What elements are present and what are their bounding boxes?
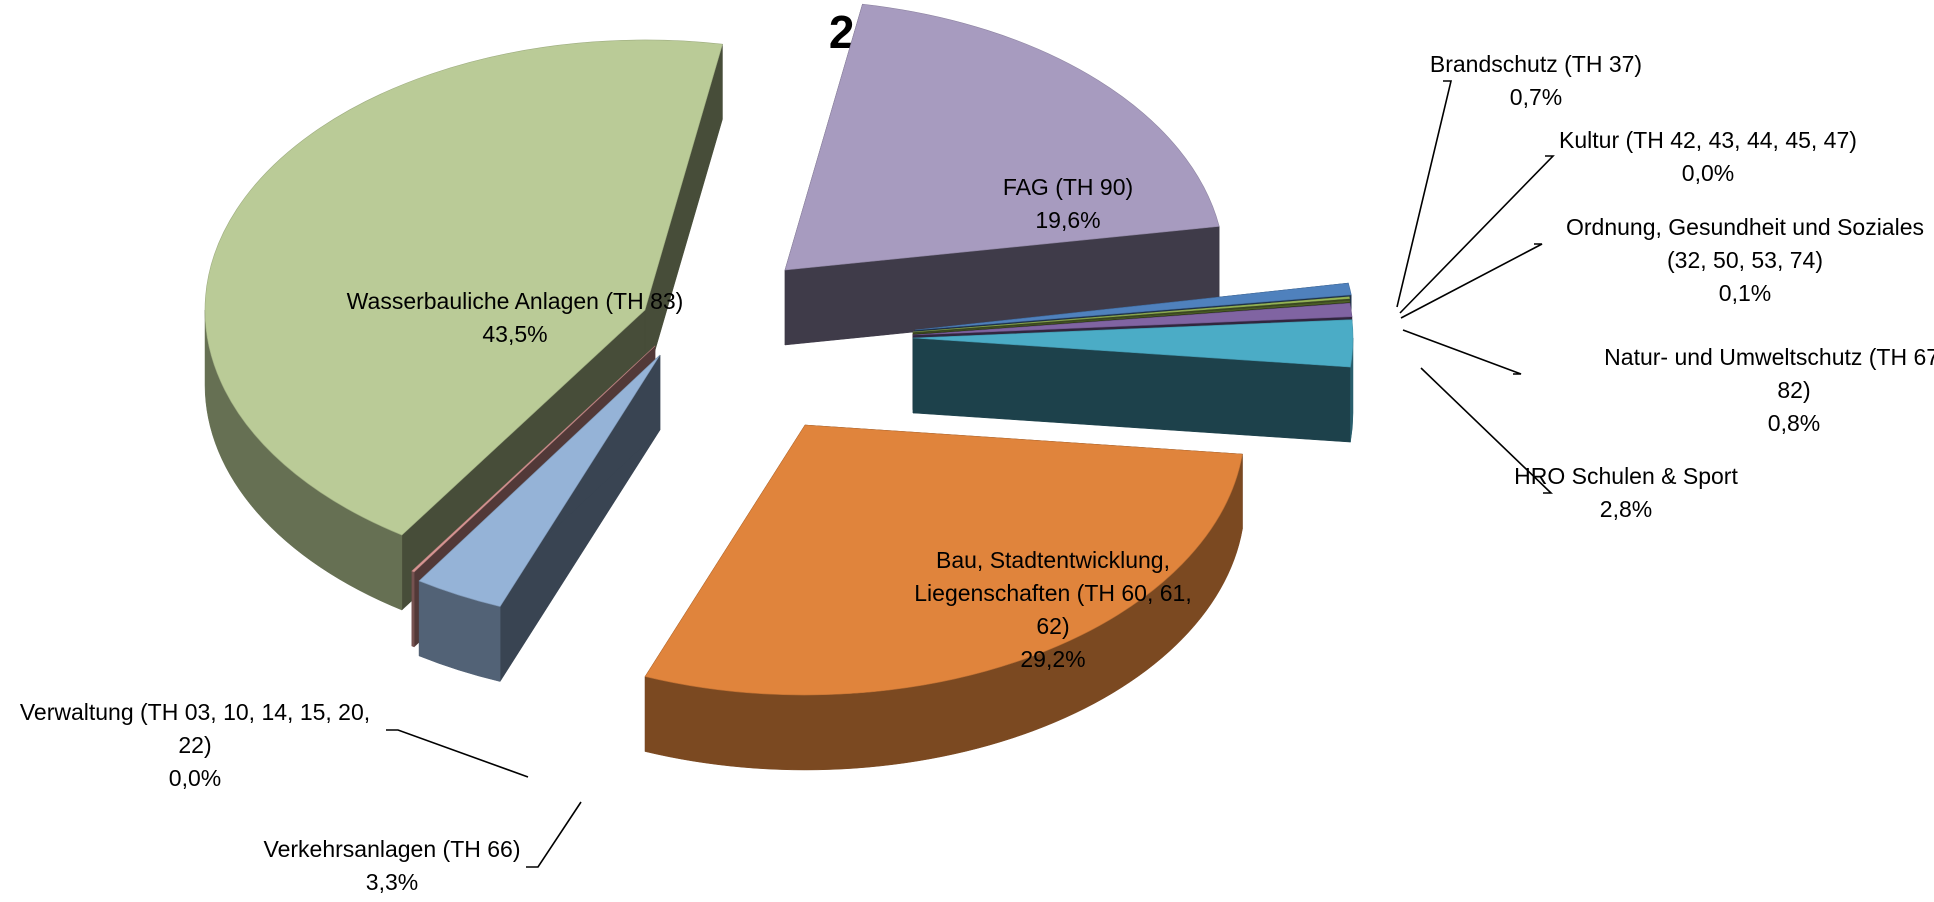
slice-value-label: 0,0% [1682,160,1734,186]
slice-hro-schulen-sport [912,319,1354,443]
slice-label-text: (32, 50, 53, 74) [1667,247,1823,273]
label-kultur-th-42-43-44-45-47: Kultur (TH 42, 43, 44, 45, 47) 0,0% [1559,127,1857,186]
label-verwaltung-th-03-10-14-15-20-22: Verwaltung (TH 03, 10, 14, 15, 20, 22) 0,0… [20,699,370,791]
label-wasserbauliche-anlagen-th-83: Wasserbauliche Anlagen (TH 83) 43,5% [347,288,684,347]
slice-label-text: Verkehrsanlagen (TH 66) [264,836,521,862]
label-fag-th-90: FAG (TH 90) 19,6% [1003,174,1133,233]
slice-value-label: 2,8% [1600,496,1652,522]
slice-label-text: Kultur (TH 42, 43, 44, 45, 47) [1559,127,1857,153]
slice-value-label: 3,3% [366,869,418,895]
slice-value-label: 0,8% [1768,410,1820,436]
label-bau-stadtentwicklung-liegenschaften-th-60-61-62: Bau, Stadtentwicklung, Liegenschaften (TH… [914,547,1191,672]
label-brandschutz-th-37: Brandschutz (TH 37) 0,7% [1430,51,1642,110]
leader-line [526,801,582,868]
slice-side [411,570,415,648]
slice-label-text: Natur- und Umweltschutz (TH 67, 73, [1604,344,1934,370]
slice-top [644,424,1243,696]
slice-top [204,39,723,536]
slice-label-text: HRO Schulen & Sport [1514,463,1738,489]
leader-line [1420,367,1553,494]
slice-top [912,296,1350,333]
slice-bau-stadtentwicklung-liegenschaften-th-60-61-62 [644,424,1243,771]
leader-line [1396,80,1453,308]
slice-label-text: Ordnung, Gesundheit und Soziales [1566,214,1924,240]
slice-top [784,3,1220,271]
slice-labels: Brandschutz (TH 37) 0,7% Kultur (TH 42, 43… [20,51,1934,895]
slice-label-text: Wasserbauliche Anlagen (TH 83) [347,288,684,314]
slice-top [912,302,1353,336]
slice-top [418,354,661,607]
leader-lines [386,80,1555,868]
slice-value-label: 0,7% [1510,84,1562,110]
slice-fag-th-90 [784,3,1220,346]
leader-line [1402,329,1522,375]
slice-value-label: 0,0% [169,765,221,791]
leader-line [1399,155,1555,314]
slice-label-text: FAG (TH 90) [1003,174,1133,200]
slice-top [411,345,656,573]
slice-top [914,282,1352,331]
slice-label-text: Bau, Stadtentwicklung, [936,547,1170,573]
slice-value-label: 19,6% [1035,207,1100,233]
label-ordnung-gesundheit-und-soziales-32-50-53-74: Ordnung, Gesundheit und Soziales (32, 50,… [1566,214,1924,306]
leader-line [1400,243,1543,319]
slice-verkehrsanlagen-th-66 [418,354,661,683]
slice-label-text: Verwaltung (TH 03, 10, 14, 15, 20, [20,699,370,725]
slice-top [912,319,1354,368]
slice-value-label: 0,1% [1719,280,1771,306]
label-verkehrsanlagen-th-66: Verkehrsanlagen (TH 66) 3,3% [264,836,521,895]
slice-label-text: 22) [178,732,211,758]
label-hro-schulen-sport: HRO Schulen & Sport 2,8% [1514,463,1738,522]
label-natur-und-umweltschutz-th-67-73-82: Natur- und Umweltschutz (TH 67, 73, 82) 0,… [1604,344,1934,436]
slice-label-text: 62) [1036,613,1069,639]
pie-slices [204,3,1354,771]
slice-top [912,300,1351,335]
slice-label-text: 82) [1777,377,1810,403]
slice-value-label: 29,2% [1020,646,1085,672]
slice-label-text: Liegenschaften (TH 60, 61, [914,580,1191,606]
slice-value-label: 43,5% [482,321,547,347]
slice-label-text: Brandschutz (TH 37) [1430,51,1642,77]
leader-line [386,729,529,778]
